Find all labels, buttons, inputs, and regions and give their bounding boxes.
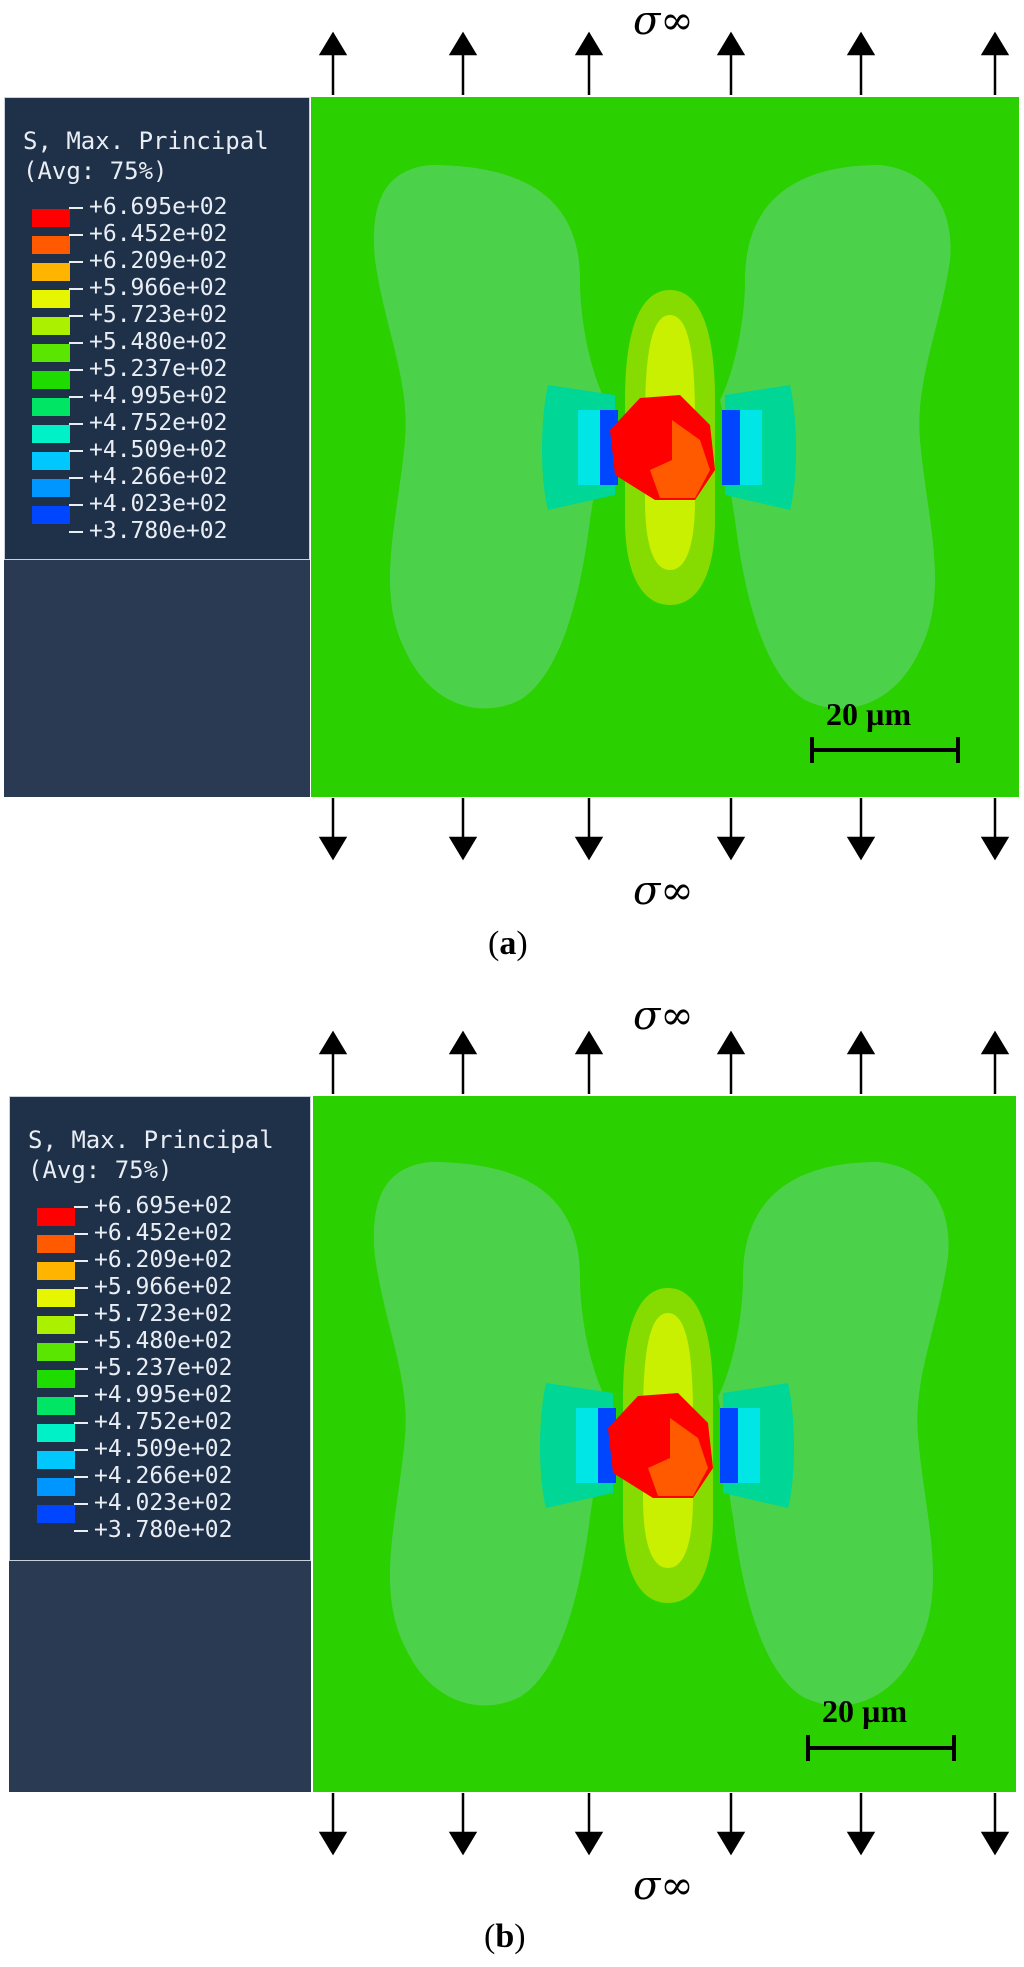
tension-arrows-top xyxy=(318,1030,1010,1094)
legend-tick: +6.452e+02 xyxy=(69,221,227,248)
figure-panel-a: S, Max. Principal (Avg: 75%) +6.695e+02 … xyxy=(0,0,1024,980)
legend-tick: +4.266e+02 xyxy=(69,464,227,491)
legend-swatch xyxy=(36,1234,76,1254)
legend-swatch xyxy=(36,1423,76,1443)
inclusion-orange xyxy=(648,1418,708,1496)
legend-swatch xyxy=(31,208,71,228)
inclusion-orange xyxy=(650,420,710,498)
stress-wing-right-blue xyxy=(722,410,740,485)
legend-swatch xyxy=(31,235,71,255)
legend-swatch xyxy=(36,1396,76,1416)
legend-tick: +4.023e+02 xyxy=(74,1490,232,1517)
tension-arrows-top xyxy=(318,31,1010,95)
legend-color-bar xyxy=(36,1207,76,1524)
legend-title-line2: (Avg: 75%) xyxy=(23,157,168,185)
legend-tick: +4.752e+02 xyxy=(74,1409,232,1436)
legend-tick: +6.452e+02 xyxy=(74,1220,232,1247)
legend-tick: +4.995e+02 xyxy=(69,383,227,410)
legend-tick: +6.209e+02 xyxy=(74,1247,232,1274)
figure-panel-b: S, Max. Principal (Avg: 75%) +6.695e+02 … xyxy=(0,990,1024,1967)
legend-swatch xyxy=(31,370,71,390)
legend-swatch xyxy=(31,478,71,498)
legend-tick: +5.723e+02 xyxy=(74,1301,232,1328)
legend-tick: +4.266e+02 xyxy=(74,1463,232,1490)
legend-swatch xyxy=(36,1207,76,1227)
scale-bar xyxy=(810,737,960,763)
tension-arrows-bottom xyxy=(318,1793,1010,1856)
legend-swatch xyxy=(31,343,71,363)
legend-tick: +5.237e+02 xyxy=(69,356,227,383)
stress-lobe-left xyxy=(373,165,605,709)
legend-title-line2: (Avg: 75%) xyxy=(28,1156,173,1184)
legend-swatch xyxy=(36,1288,76,1308)
stress-label-bottom: σ∞ xyxy=(633,1863,694,1909)
legend-title-line1: S, Max. Principal xyxy=(23,127,269,155)
stress-lobe-left xyxy=(373,1162,605,1706)
legend-tick: +3.780e+02 xyxy=(74,1517,232,1544)
tension-arrows-bottom xyxy=(318,798,1010,861)
legend-tick: +4.752e+02 xyxy=(69,410,227,437)
legend-panel: S, Max. Principal (Avg: 75%) +6.695e+02 … xyxy=(9,1096,311,1561)
legend-tick: +5.723e+02 xyxy=(69,302,227,329)
legend-swatch xyxy=(31,289,71,309)
stress-label-top: σ∞ xyxy=(633,0,694,44)
legend-title-line1: S, Max. Principal xyxy=(28,1126,274,1154)
legend-swatch xyxy=(36,1450,76,1470)
legend-tick: +4.509e+02 xyxy=(69,437,227,464)
legend-tick: +5.966e+02 xyxy=(69,275,227,302)
legend-swatch xyxy=(31,424,71,444)
legend-swatch xyxy=(31,451,71,471)
scale-bar-label: 20 µm xyxy=(826,696,912,732)
stress-label-top: σ∞ xyxy=(633,993,694,1039)
panel-label-b: (b) xyxy=(484,1918,526,1955)
scale-bar-label: 20 µm xyxy=(822,1693,908,1729)
legend-swatch xyxy=(36,1504,76,1524)
legend-panel: S, Max. Principal (Avg: 75%) +6.695e+02 … xyxy=(4,97,310,560)
legend-tick: +5.966e+02 xyxy=(74,1274,232,1301)
stress-lobe-right xyxy=(720,165,951,709)
legend-swatch xyxy=(31,505,71,525)
legend-tick: +5.237e+02 xyxy=(74,1355,232,1382)
legend-tick: +5.480e+02 xyxy=(74,1328,232,1355)
legend-swatch xyxy=(31,397,71,417)
legend-tick: +6.695e+02 xyxy=(74,1193,232,1220)
legend-swatch xyxy=(36,1315,76,1335)
stress-contour-plot-a xyxy=(311,31,1019,861)
legend-tick: +4.023e+02 xyxy=(69,491,227,518)
stress-lobe-right xyxy=(718,1162,949,1706)
legend-tick: +4.509e+02 xyxy=(74,1436,232,1463)
stress-wing-right-blue xyxy=(720,1408,738,1483)
scale-bar xyxy=(806,1735,956,1761)
legend-swatch xyxy=(31,316,71,336)
legend-tick: +5.480e+02 xyxy=(69,329,227,356)
legend-swatch xyxy=(31,262,71,282)
viewport-background xyxy=(4,560,310,797)
legend-tick: +4.995e+02 xyxy=(74,1382,232,1409)
legend-swatch xyxy=(36,1369,76,1389)
panel-label-a: (a) xyxy=(488,925,528,962)
legend-swatch xyxy=(36,1477,76,1497)
legend-tick: +6.209e+02 xyxy=(69,248,227,275)
legend-tick: +6.695e+02 xyxy=(69,194,227,221)
legend-swatch xyxy=(36,1342,76,1362)
stress-contour-plot-b xyxy=(313,1030,1016,1856)
legend-tick: +3.780e+02 xyxy=(69,518,227,545)
legend-swatch xyxy=(36,1261,76,1281)
legend-color-bar xyxy=(31,208,71,525)
viewport-background xyxy=(9,1561,311,1792)
stress-label-bottom: σ∞ xyxy=(633,868,694,914)
